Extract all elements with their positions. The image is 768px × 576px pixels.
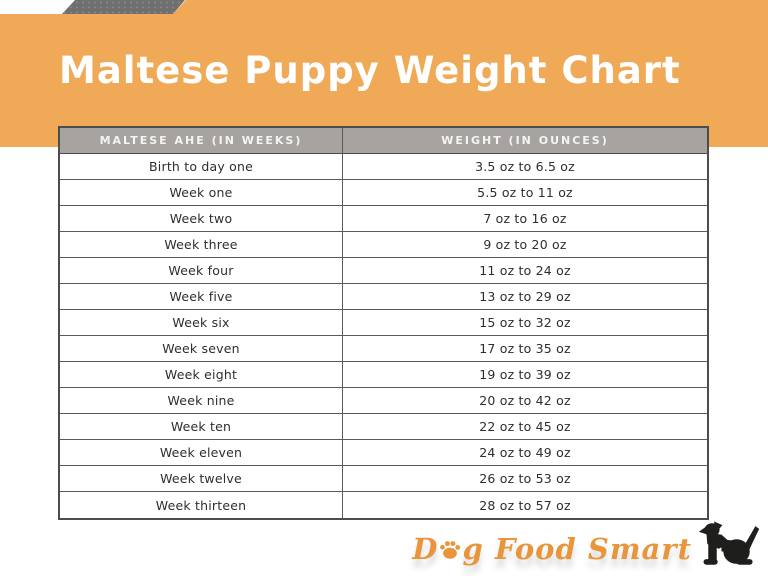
age-cell: Week twelve <box>160 471 242 486</box>
table-row: Week one 5.5 oz to 11 oz <box>60 180 707 206</box>
weight-cell: 11 oz to 24 oz <box>342 258 707 283</box>
table-row: Week nine 20 oz to 42 oz <box>60 388 707 414</box>
weight-cell: 3.5 oz to 6.5 oz <box>342 154 707 179</box>
page-title: Maltese Puppy Weight Chart <box>59 49 681 92</box>
table-row: Birth to day one 3.5 oz to 6.5 oz <box>60 154 707 180</box>
weight-column-header: WEIGHT (IN OUNCES) <box>342 128 707 153</box>
age-cell: Week five <box>169 289 233 304</box>
title-band <box>0 0 768 147</box>
weight-cell: 26 oz to 53 oz <box>342 466 707 491</box>
weight-cell: 17 oz to 35 oz <box>342 336 707 361</box>
logo-word-d: D <box>412 532 439 566</box>
table-row: Week two 7 oz to 16 oz <box>60 206 707 232</box>
age-cell: Week eleven <box>159 445 243 460</box>
weight-cell: 7 oz to 16 oz <box>342 206 707 231</box>
weight-cell: 22 oz to 45 oz <box>342 414 707 439</box>
table-row: Week eight 19 oz to 39 oz <box>60 362 707 388</box>
table-row: Week seven 17 oz to 35 oz <box>60 336 707 362</box>
age-cell: Week eight <box>164 367 238 382</box>
table-row: Week five 13 oz to 29 oz <box>60 284 707 310</box>
table-row: Week twelve 26 oz to 53 oz <box>60 466 707 492</box>
table-row: Week three 9 oz to 20 oz <box>60 232 707 258</box>
weight-cell: 20 oz to 42 oz <box>342 388 707 413</box>
weight-cell: 15 oz to 32 oz <box>342 310 707 335</box>
weight-cell: 28 oz to 57 oz <box>342 492 707 518</box>
weight-table-body: Birth to day one 3.5 oz to 6.5 oz Week one… <box>60 154 707 518</box>
age-cell: Week four <box>168 263 234 278</box>
corner-ribbon <box>62 0 185 14</box>
logo-word-rest: Food Smart <box>483 532 692 566</box>
age-cell: Week two <box>169 211 233 226</box>
table-row: Week six 15 oz to 32 oz <box>60 310 707 336</box>
weight-table-header-row: MALTESE AHE (IN WEEKS) WEIGHT (IN OUNCES… <box>60 128 707 154</box>
table-row: Week thirteen 28 oz to 57 oz <box>60 492 707 518</box>
dog-silhouette-icon <box>698 521 760 565</box>
age-cell: Week thirteen <box>155 497 247 513</box>
age-cell: Week six <box>172 315 230 330</box>
logo-word-g: g <box>462 532 484 566</box>
weight-cell: 24 oz to 49 oz <box>342 440 707 465</box>
weight-cell: 5.5 oz to 11 oz <box>342 180 707 205</box>
age-cell: Week nine <box>167 393 235 408</box>
table-row: Week eleven 24 oz to 49 oz <box>60 440 707 466</box>
paw-print-icon <box>440 541 461 559</box>
table-row: Week ten 22 oz to 45 oz <box>60 414 707 440</box>
table-row: Week four 11 oz to 24 oz <box>60 258 707 284</box>
age-cell: Week ten <box>170 419 232 434</box>
age-cell: Week one <box>169 185 233 200</box>
age-cell: Week three <box>164 237 238 252</box>
weight-cell: 19 oz to 39 oz <box>342 362 707 387</box>
weight-cell: 9 oz to 20 oz <box>342 232 707 257</box>
weight-table: MALTESE AHE (IN WEEKS) WEIGHT (IN OUNCES… <box>58 126 709 520</box>
weight-cell: 13 oz to 29 oz <box>342 284 707 309</box>
age-column-header: MALTESE AHE (IN WEEKS) <box>99 134 303 147</box>
age-cell: Week seven <box>162 341 240 356</box>
age-cell: Birth to day one <box>149 159 253 174</box>
